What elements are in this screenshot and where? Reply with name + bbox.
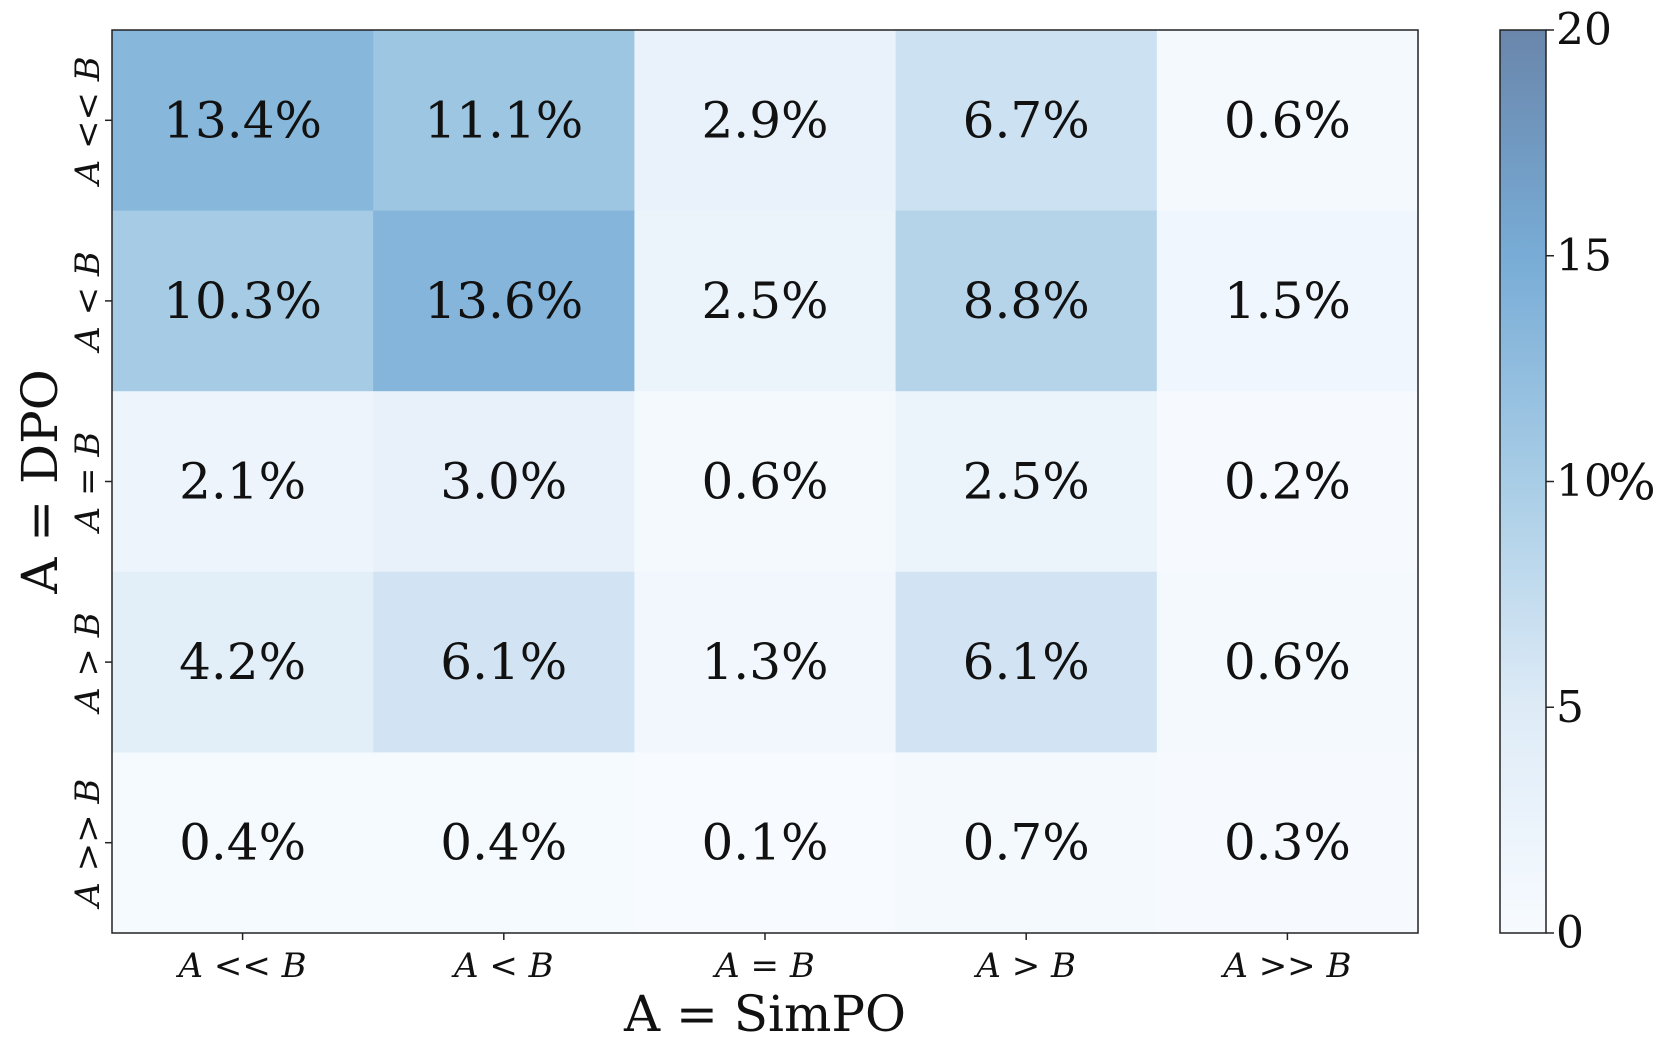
- cell-value-label: 0.7%: [963, 814, 1090, 872]
- heatmap-cell: [634, 752, 897, 934]
- x-axis-title: A = SimPO: [623, 985, 906, 1040]
- y-tick-label: A << B: [68, 56, 108, 187]
- heatmap-cell: [373, 571, 635, 753]
- cell-value-label: 4.2%: [179, 633, 306, 691]
- x-tick-label: A > B: [973, 946, 1076, 986]
- cell-value-label: 10.3%: [163, 272, 322, 330]
- cell-value-label: 2.5%: [963, 453, 1090, 511]
- cell-value-label: 0.1%: [701, 814, 828, 872]
- cell-value-label: 13.6%: [424, 272, 583, 330]
- heatmap-cell: [895, 571, 1158, 753]
- heatmap-cell: [112, 391, 374, 573]
- heatmap-cell: [634, 391, 897, 573]
- cell-value-label: 1.5%: [1224, 272, 1351, 330]
- colorbar-tick-label: 15: [1556, 230, 1612, 281]
- cell-value-label: 0.6%: [1224, 91, 1351, 149]
- y-tick-label: A < B: [68, 251, 108, 354]
- colorbar-tick-label: 0: [1556, 908, 1584, 959]
- y-axis-title: A = DPO: [11, 369, 69, 595]
- cell-value-label: 3.0%: [440, 453, 567, 511]
- cell-value-label: 6.1%: [963, 633, 1090, 691]
- heatmap-cell: [1156, 210, 1419, 392]
- y-axis-ticks: A << B A < B A = B A > B A >> B: [68, 56, 112, 910]
- x-tick-label: A = B: [712, 946, 815, 986]
- x-tick-label: A >> B: [1220, 946, 1351, 986]
- cell-value-label: 0.2%: [1224, 453, 1351, 511]
- heatmap-cell: [373, 391, 635, 573]
- heatmap-cell: [1156, 391, 1419, 573]
- y-tick-label: A > B: [68, 612, 108, 715]
- heatmap-cell: [112, 571, 374, 753]
- cell-value-label: 0.6%: [1224, 633, 1351, 691]
- heatmap-cell: [112, 30, 374, 212]
- cell-value-label: 6.7%: [963, 91, 1090, 149]
- heatmap-cell-labels: 13.4% 11.1% 2.9% 6.7% 0.6% 10.3% 13.6% 2.5% 8.8%…: [163, 91, 1351, 871]
- heatmap-cell: [634, 210, 897, 392]
- y-tick-label: A = B: [68, 432, 108, 535]
- colorbar-gradient: [1499, 29, 1547, 934]
- heatmap-cell: [634, 571, 897, 753]
- heatmap-cell: [895, 210, 1158, 392]
- heatmap-cell: [373, 30, 635, 212]
- x-axis-ticks: A << B A < B A = B A > B A >> B: [176, 933, 1351, 986]
- heatmap-cells: [112, 30, 1419, 934]
- cell-value-label: 0.4%: [440, 814, 567, 872]
- cell-value-label: 13.4%: [163, 91, 322, 149]
- heatmap-cell: [634, 30, 897, 212]
- heatmap-cell: [373, 752, 635, 934]
- y-tick-label: A >> B: [68, 779, 108, 910]
- colorbar: 0 5 10 15 20 %: [1499, 5, 1656, 959]
- cell-value-label: 11.1%: [424, 91, 583, 149]
- heatmap-cell: [112, 210, 374, 392]
- cell-value-label: 6.1%: [440, 633, 567, 691]
- heatmap-cell: [112, 752, 374, 934]
- cell-value-label: 0.4%: [179, 814, 306, 872]
- cell-value-label: 1.3%: [701, 633, 828, 691]
- cell-value-label: 2.1%: [179, 453, 306, 511]
- colorbar-tick-label: 5: [1556, 682, 1584, 733]
- cell-value-label: 0.6%: [701, 453, 828, 511]
- colorbar-tick-label: 20: [1556, 5, 1612, 56]
- heatmap-cell: [1156, 30, 1419, 212]
- heatmap-cell: [895, 391, 1158, 573]
- heatmap-cell: [895, 30, 1158, 212]
- x-tick-label: A < B: [451, 946, 554, 986]
- heatmap-cell: [895, 752, 1158, 934]
- cell-value-label: 8.8%: [963, 272, 1090, 330]
- colorbar-title: %: [1608, 454, 1656, 512]
- cell-value-label: 2.5%: [701, 272, 828, 330]
- colorbar-ticks: 0 5 10 15 20: [1546, 5, 1612, 959]
- x-tick-label: A << B: [176, 946, 307, 986]
- heatmap-cell: [373, 210, 635, 392]
- cell-value-label: 2.9%: [701, 91, 828, 149]
- heatmap-cell: [1156, 752, 1419, 934]
- cell-value-label: 0.3%: [1224, 814, 1351, 872]
- colorbar-tick-label: 10: [1556, 456, 1612, 507]
- heatmap-cell: [1156, 571, 1419, 753]
